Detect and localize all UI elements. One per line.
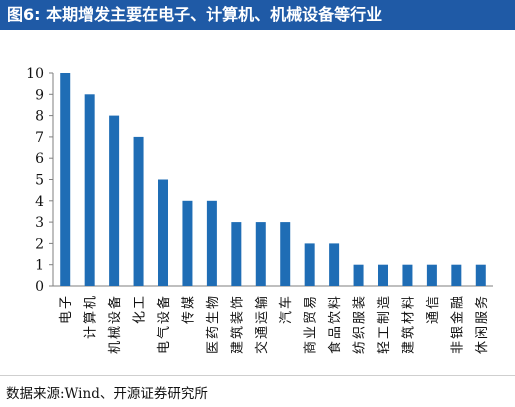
bar: [451, 264, 462, 286]
bar: [255, 222, 266, 286]
x-category-label: 机械设备: [107, 294, 123, 354]
y-tick-label: 6: [35, 151, 44, 167]
bar: [158, 179, 168, 286]
x-category-label: 轻工制造: [377, 294, 392, 354]
data-source-note: 数据来源:Wind、开源证券研究所: [6, 386, 208, 402]
x-category-label: 医药生物: [206, 294, 221, 354]
bar: [402, 264, 413, 286]
bar: [280, 222, 291, 286]
figure-header: 图6: 本期增发主要在电子、计算机、机械设备等行业: [0, 0, 515, 30]
bar: [84, 94, 95, 286]
bar: [133, 136, 144, 286]
x-category-label: 计算机: [84, 294, 99, 339]
bar: [109, 115, 120, 286]
footer-divider: [0, 375, 515, 376]
bar: [475, 264, 486, 286]
x-category-label: 汽车: [278, 294, 294, 324]
x-category-label: 建筑材料: [400, 294, 416, 354]
figure-title: 图6: 本期增发主要在电子、计算机、机械设备等行业: [7, 5, 383, 24]
bar: [426, 264, 437, 286]
bar: [304, 243, 315, 286]
bar: [329, 243, 340, 286]
bar: [60, 73, 71, 286]
x-category-label: 食品饮料: [327, 294, 343, 354]
y-tick-label: 4: [35, 194, 44, 210]
chart-area: 0 1 2 3 4 5 6 7 8 9 10 电子 计算机 机械设备 化工 电气设备 传媒 医药生物 建筑装饰 交通运…: [0, 30, 515, 375]
bar: [182, 200, 193, 286]
bar: [231, 222, 242, 286]
y-tick-label: 0: [35, 279, 44, 295]
y-tick-label: 2: [35, 236, 44, 252]
bar: [206, 200, 217, 286]
x-category-label: 建筑装饰: [229, 294, 245, 354]
x-category-label: 非银金融: [449, 294, 465, 354]
x-category-label: 休闲服务: [474, 294, 490, 354]
bar-chart: 0 1 2 3 4 5 6 7 8 9 10 电子 计算机 机械设备 化工 电气设备 传媒 医药生物 建筑装饰 交通运…: [26, 66, 493, 354]
x-category-label: 电气设备: [156, 294, 172, 354]
y-tick-label: 5: [35, 173, 44, 189]
y-tick-label: 3: [35, 215, 44, 231]
y-tick-label: 1: [35, 258, 44, 274]
x-category-label: 传媒: [181, 294, 196, 324]
x-category-label: 交通运输: [254, 294, 270, 354]
x-category-label: 商业贸易: [304, 294, 319, 354]
x-category-label: 纺织服装: [353, 294, 368, 354]
x-category-label: 化工: [133, 294, 148, 324]
y-tick-label: 7: [35, 130, 44, 146]
x-category-label: 通信: [426, 294, 441, 324]
y-tick-label: 9: [35, 87, 44, 103]
y-tick-label: 10: [26, 66, 44, 82]
x-category-label: 电子: [59, 294, 74, 324]
bar: [353, 264, 364, 286]
y-tick-label: 8: [35, 109, 44, 125]
bar: [378, 264, 388, 286]
